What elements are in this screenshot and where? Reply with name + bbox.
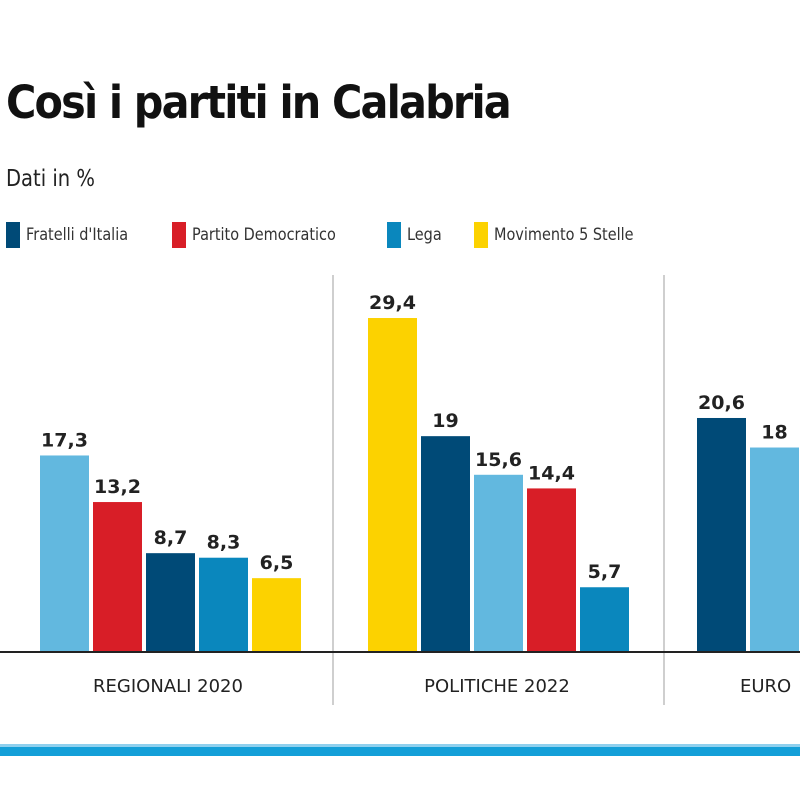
bar (580, 587, 629, 652)
data-label: 17,3 (41, 429, 88, 451)
bar (252, 578, 301, 652)
bar (750, 447, 799, 652)
data-label: 8,7 (154, 527, 188, 549)
data-label: 13,2 (94, 476, 141, 498)
data-label: 6,5 (260, 552, 294, 574)
legend: Fratelli d'Italia Partito Democratico Lega… (6, 222, 684, 248)
legend-item: Lega (387, 222, 448, 248)
bar (40, 455, 89, 652)
data-label: 18 (761, 422, 787, 444)
legend-swatch (172, 222, 187, 248)
bar (368, 318, 417, 652)
legend-swatch (474, 222, 489, 248)
data-label: 19 (432, 410, 458, 432)
data-label: 29,4 (369, 292, 416, 314)
legend-label: Partito Democratico (192, 225, 336, 245)
data-label: 8,3 (207, 532, 241, 554)
legend-label: Fratelli d'Italia (26, 225, 129, 245)
data-label: 20,6 (698, 392, 745, 414)
legend-item: Fratelli d'Italia (6, 222, 146, 248)
bottom-rule (0, 744, 800, 747)
legend-label: Lega (407, 225, 442, 245)
bar (93, 502, 142, 652)
bar (421, 436, 470, 652)
bar (199, 557, 248, 652)
legend-swatch (387, 222, 402, 248)
data-label: 14,4 (528, 462, 575, 484)
bar (474, 474, 523, 652)
data-label: 5,7 (588, 561, 622, 583)
chart-title: Così i partiti in Calabria (6, 76, 512, 129)
category-label: REGIONALI 2020 (93, 676, 243, 697)
bar (146, 553, 195, 652)
category-label: POLITICHE 2022 (424, 676, 570, 697)
data-label: 15,6 (475, 449, 522, 471)
bar (527, 488, 576, 652)
legend-swatch (6, 222, 20, 248)
category-label: EURO (740, 676, 791, 697)
bar (697, 417, 746, 652)
legend-item: Partito Democratico (172, 222, 361, 248)
legend-label: Movimento 5 Stelle (494, 225, 634, 245)
chart-subtitle: Dati in % (6, 166, 95, 192)
bottom-band (0, 747, 800, 756)
legend-item: Movimento 5 Stelle (474, 222, 658, 248)
